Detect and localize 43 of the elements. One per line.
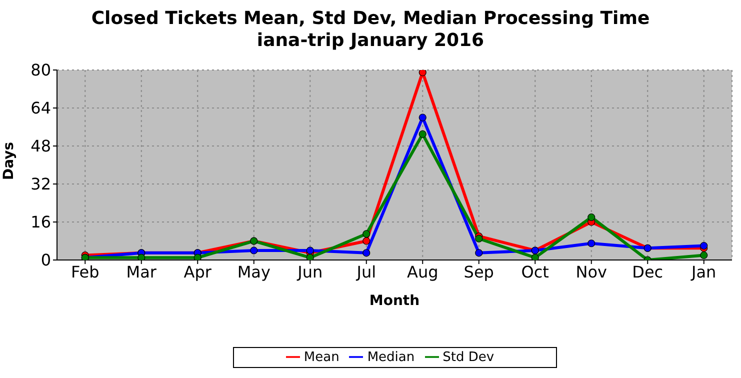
y-tick-label: 0: [40, 250, 51, 270]
x-tick-label: Oct: [521, 262, 549, 282]
point: [418, 114, 426, 122]
point: [306, 246, 314, 254]
point: [250, 246, 258, 254]
x-tick-label: Jul: [356, 262, 376, 282]
x-tick-label: Aug: [407, 262, 438, 282]
point: [418, 130, 426, 138]
x-tick-label: Nov: [576, 262, 607, 282]
point: [700, 242, 708, 250]
x-tick-label: Dec: [632, 262, 664, 282]
y-tick-label: 64: [30, 98, 51, 118]
point: [362, 237, 370, 245]
legend-label: Mean: [304, 350, 340, 365]
y-tick-label: 32: [30, 174, 51, 194]
point: [194, 254, 202, 260]
x-tick-label: Feb: [70, 262, 100, 282]
chart-title: Closed Tickets Mean, Std Dev, Median Processing Time: [90, 8, 651, 30]
point: [475, 249, 483, 257]
point: [475, 234, 483, 242]
point: [138, 254, 146, 260]
legend-label: Median: [367, 350, 415, 365]
point: [362, 230, 370, 238]
point: [306, 254, 314, 260]
x-tick-label: Jun: [296, 262, 323, 282]
y-axis-title: Days: [0, 142, 17, 180]
chart-subtitle: iana-trip January 2016: [256, 30, 486, 52]
x-tick-label: Sep: [464, 262, 494, 282]
point: [531, 254, 539, 260]
legend-label: Std Dev: [442, 350, 494, 365]
point: [588, 213, 596, 222]
y-tick-label: 48: [30, 136, 51, 156]
y-tick-label: 16: [30, 212, 51, 232]
point: [418, 70, 426, 76]
x-tick-label: Apr: [184, 262, 212, 282]
point: [362, 249, 370, 257]
x-tick-label: Jan: [690, 262, 716, 282]
y-tick-label: 80: [30, 60, 51, 80]
x-axis-title: Month: [369, 293, 420, 309]
point: [700, 251, 708, 260]
x-tick-label: Mar: [126, 262, 157, 282]
x-tick-label: May: [237, 262, 270, 282]
point: [588, 240, 596, 248]
